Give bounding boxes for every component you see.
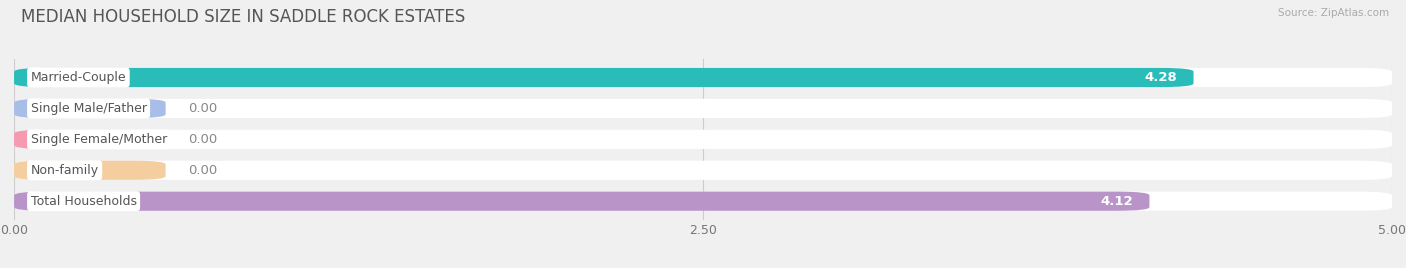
Text: Source: ZipAtlas.com: Source: ZipAtlas.com	[1278, 8, 1389, 18]
FancyBboxPatch shape	[14, 130, 1392, 149]
Text: Non-family: Non-family	[31, 164, 98, 177]
FancyBboxPatch shape	[14, 161, 166, 180]
Text: 4.12: 4.12	[1101, 195, 1133, 208]
Text: 4.28: 4.28	[1144, 71, 1177, 84]
FancyBboxPatch shape	[14, 99, 1392, 118]
Text: 0.00: 0.00	[187, 133, 217, 146]
FancyBboxPatch shape	[14, 99, 166, 118]
Text: Married-Couple: Married-Couple	[31, 71, 127, 84]
Text: Total Households: Total Households	[31, 195, 136, 208]
Text: 0.00: 0.00	[187, 102, 217, 115]
FancyBboxPatch shape	[14, 68, 1392, 87]
Text: 0.00: 0.00	[187, 164, 217, 177]
FancyBboxPatch shape	[14, 68, 1194, 87]
FancyBboxPatch shape	[14, 161, 1392, 180]
Text: Single Male/Father: Single Male/Father	[31, 102, 146, 115]
Text: Single Female/Mother: Single Female/Mother	[31, 133, 167, 146]
FancyBboxPatch shape	[14, 192, 1392, 211]
FancyBboxPatch shape	[14, 192, 1150, 211]
FancyBboxPatch shape	[14, 130, 166, 149]
Text: MEDIAN HOUSEHOLD SIZE IN SADDLE ROCK ESTATES: MEDIAN HOUSEHOLD SIZE IN SADDLE ROCK EST…	[21, 8, 465, 26]
